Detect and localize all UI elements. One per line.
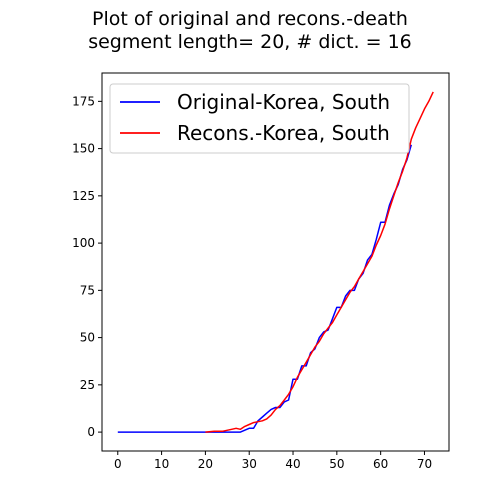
legend-label-recons: Recons.-Korea, South	[177, 121, 390, 145]
x-tick-label: 10	[154, 457, 169, 471]
legend-box	[109, 83, 410, 154]
legend: Original-Korea, South Recons.-Korea, Sou…	[109, 83, 410, 154]
x-tick-label: 60	[373, 457, 388, 471]
x-tick-label: 40	[285, 457, 300, 471]
legend-label-original: Original-Korea, South	[177, 90, 390, 114]
series-line-0	[117, 144, 413, 433]
series-layer	[117, 91, 434, 433]
plot-frame	[101, 72, 450, 452]
y-tick-label: 25	[80, 378, 95, 392]
x-tick-label: 50	[329, 457, 344, 471]
x-tick-label: 70	[417, 457, 432, 471]
y-tick-label: 0	[87, 425, 95, 439]
y-tick-label: 100	[72, 236, 95, 250]
x-tick-label: 30	[242, 457, 257, 471]
y-tick-label: 125	[72, 189, 95, 203]
y-tick-label: 150	[72, 142, 95, 156]
y-axis: 0 25 50 75 100 125 150 175	[72, 94, 102, 439]
y-tick-label: 50	[80, 331, 95, 345]
x-tick-label: 20	[198, 457, 213, 471]
y-tick-label: 75	[80, 283, 95, 297]
series-line-1	[205, 91, 434, 433]
x-tick-label: 0	[114, 457, 122, 471]
x-axis: 0 10 20 30 40 50 60 70	[114, 451, 432, 471]
y-tick-label: 175	[72, 94, 95, 108]
chart-subtitle: segment length= 20, # dict. = 16	[88, 31, 412, 53]
chart-title: Plot of original and recons.-death	[92, 8, 408, 30]
